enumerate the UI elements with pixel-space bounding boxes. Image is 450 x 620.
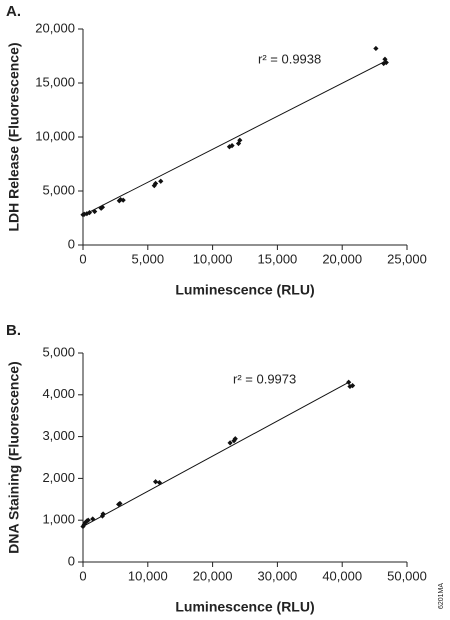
y-tick-label: 10,000 <box>35 128 75 143</box>
y-tick-label: 4,000 <box>42 386 75 401</box>
data-point <box>152 180 159 187</box>
x-tick-label: 5,000 <box>132 251 165 266</box>
data-point <box>232 436 238 442</box>
x-tick-label: 10,000 <box>193 251 233 266</box>
data-point <box>99 513 106 519</box>
data-point <box>346 379 352 385</box>
y-tick-label: 1,000 <box>42 512 75 527</box>
x-tick-label: 0 <box>79 568 86 583</box>
x-tick-label: 0 <box>79 251 86 266</box>
data-point <box>152 479 159 485</box>
fit-annotation: r² = 0.9973 <box>233 371 296 386</box>
x-axis-title: Luminescence (RLU) <box>175 599 314 615</box>
x-tick-label: 20,000 <box>193 568 233 583</box>
data-point <box>92 208 98 215</box>
fit-line <box>82 60 386 216</box>
data-point <box>227 440 233 446</box>
data-point <box>237 137 243 143</box>
y-tick-label: 5,000 <box>42 344 75 359</box>
x-tick-label: 15,000 <box>258 251 298 266</box>
data-point <box>120 197 126 203</box>
y-tick-label: 5,000 <box>42 182 75 197</box>
data-point <box>85 517 91 523</box>
data-point <box>80 523 86 530</box>
figure-code: 6201MA <box>438 583 445 609</box>
x-axis-title: Luminescence (RLU) <box>175 282 314 298</box>
data-point <box>90 516 96 522</box>
data-point <box>373 45 379 52</box>
y-axis-title: LDH Release (Fluorescence) <box>6 42 22 231</box>
data-point <box>156 479 163 486</box>
data-point <box>117 500 123 507</box>
y-axis-title: DNA Staining (Fluorescence) <box>6 361 22 553</box>
data-point <box>231 438 237 444</box>
panel-label: A. <box>6 3 21 20</box>
x-tick-label: 25,000 <box>387 251 427 266</box>
x-tick-label: 30,000 <box>258 568 298 583</box>
data-point <box>99 204 106 210</box>
data-point <box>383 59 389 66</box>
y-tick-label: 15,000 <box>35 74 75 89</box>
y-tick-label: 3,000 <box>42 428 75 443</box>
data-point <box>100 511 106 517</box>
data-point <box>117 197 124 203</box>
data-point <box>382 56 388 62</box>
fit-line <box>82 381 349 527</box>
y-tick-label: 2,000 <box>42 470 75 485</box>
y-tick-label: 0 <box>68 236 75 251</box>
data-point <box>86 210 93 216</box>
x-tick-label: 20,000 <box>322 251 362 266</box>
data-point <box>158 178 164 184</box>
data-point <box>349 383 356 389</box>
x-tick-label: 40,000 <box>322 568 362 583</box>
y-tick-label: 20,000 <box>35 20 75 35</box>
x-tick-label: 50,000 <box>387 568 427 583</box>
panel-label: B. <box>6 322 21 339</box>
data-point <box>229 143 235 149</box>
fit-annotation: r² = 0.9938 <box>258 51 321 66</box>
y-tick-label: 0 <box>68 553 75 568</box>
x-tick-label: 10,000 <box>128 568 168 583</box>
